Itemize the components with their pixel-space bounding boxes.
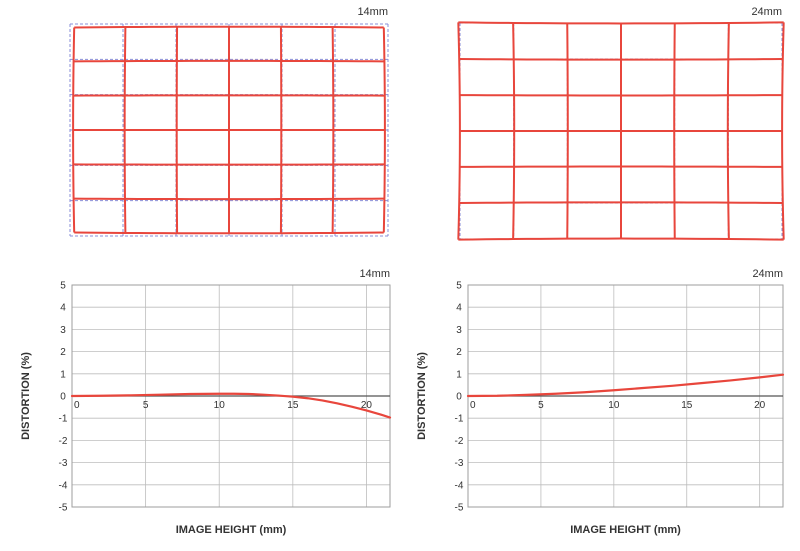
y-tick-label: -4 [455, 480, 464, 491]
distorted-grid-hline [458, 239, 783, 240]
distortion-curve [468, 375, 783, 396]
focal-length-label: 24mm [751, 6, 782, 18]
distorted-grid-hline [458, 22, 783, 23]
distorted-grid-vline [458, 22, 460, 239]
y-tick-label: 1 [60, 369, 66, 380]
x-tick-label: 15 [681, 400, 693, 411]
x-tick-label: 10 [214, 400, 226, 411]
y-tick-label: -1 [455, 414, 464, 425]
y-tick-label: -5 [455, 503, 464, 514]
focal-length-label: 14mm [357, 6, 388, 18]
distorted-grid-hline [74, 27, 384, 28]
y-tick-label: 0 [456, 392, 462, 403]
y-tick-label: -2 [455, 436, 464, 447]
y-tick-label: 3 [60, 325, 66, 336]
y-tick-label: -5 [59, 503, 68, 514]
grid-panel-14mm: 14mm [70, 6, 388, 236]
y-tick-label: -4 [59, 480, 68, 491]
y-tick-label: 5 [456, 281, 462, 292]
y-tick-label: 3 [456, 325, 462, 336]
distorted-grid-hline [459, 59, 783, 60]
y-axis-label: DISTORTION (%) [416, 352, 428, 440]
y-tick-label: 2 [60, 347, 66, 358]
x-tick-label: 10 [608, 400, 620, 411]
x-tick-label: 0 [470, 400, 476, 411]
distorted-grid [458, 22, 783, 239]
distorted-grid-hline [74, 233, 384, 234]
focal-length-label: 14mm [359, 268, 390, 280]
y-tick-label: -1 [59, 414, 68, 425]
y-tick-label: 4 [60, 303, 66, 314]
distortion-curve [72, 394, 390, 418]
x-axis-label: IMAGE HEIGHT (mm) [176, 524, 287, 536]
grid-panel-24mm: 24mm [458, 6, 783, 240]
x-tick-label: 15 [287, 400, 299, 411]
distorted-grid-hline [459, 202, 783, 203]
x-axis-label: IMAGE HEIGHT (mm) [570, 524, 681, 536]
y-tick-label: 2 [456, 347, 462, 358]
x-tick-label: 5 [538, 400, 544, 411]
y-tick-label: 0 [60, 392, 66, 403]
y-tick-label: 4 [456, 303, 462, 314]
y-axis-label: DISTORTION (%) [20, 352, 32, 440]
focal-length-label: 24mm [752, 268, 783, 280]
y-tick-label: -2 [59, 436, 68, 447]
y-tick-label: -3 [59, 458, 68, 469]
y-tick-label: 1 [456, 369, 462, 380]
y-tick-label: -3 [455, 458, 464, 469]
x-tick-label: 0 [74, 400, 80, 411]
x-tick-label: 20 [754, 400, 766, 411]
x-tick-label: 5 [143, 400, 149, 411]
distorted-grid [73, 27, 385, 234]
distorted-grid-vline [782, 22, 784, 239]
y-tick-label: 5 [60, 281, 66, 292]
